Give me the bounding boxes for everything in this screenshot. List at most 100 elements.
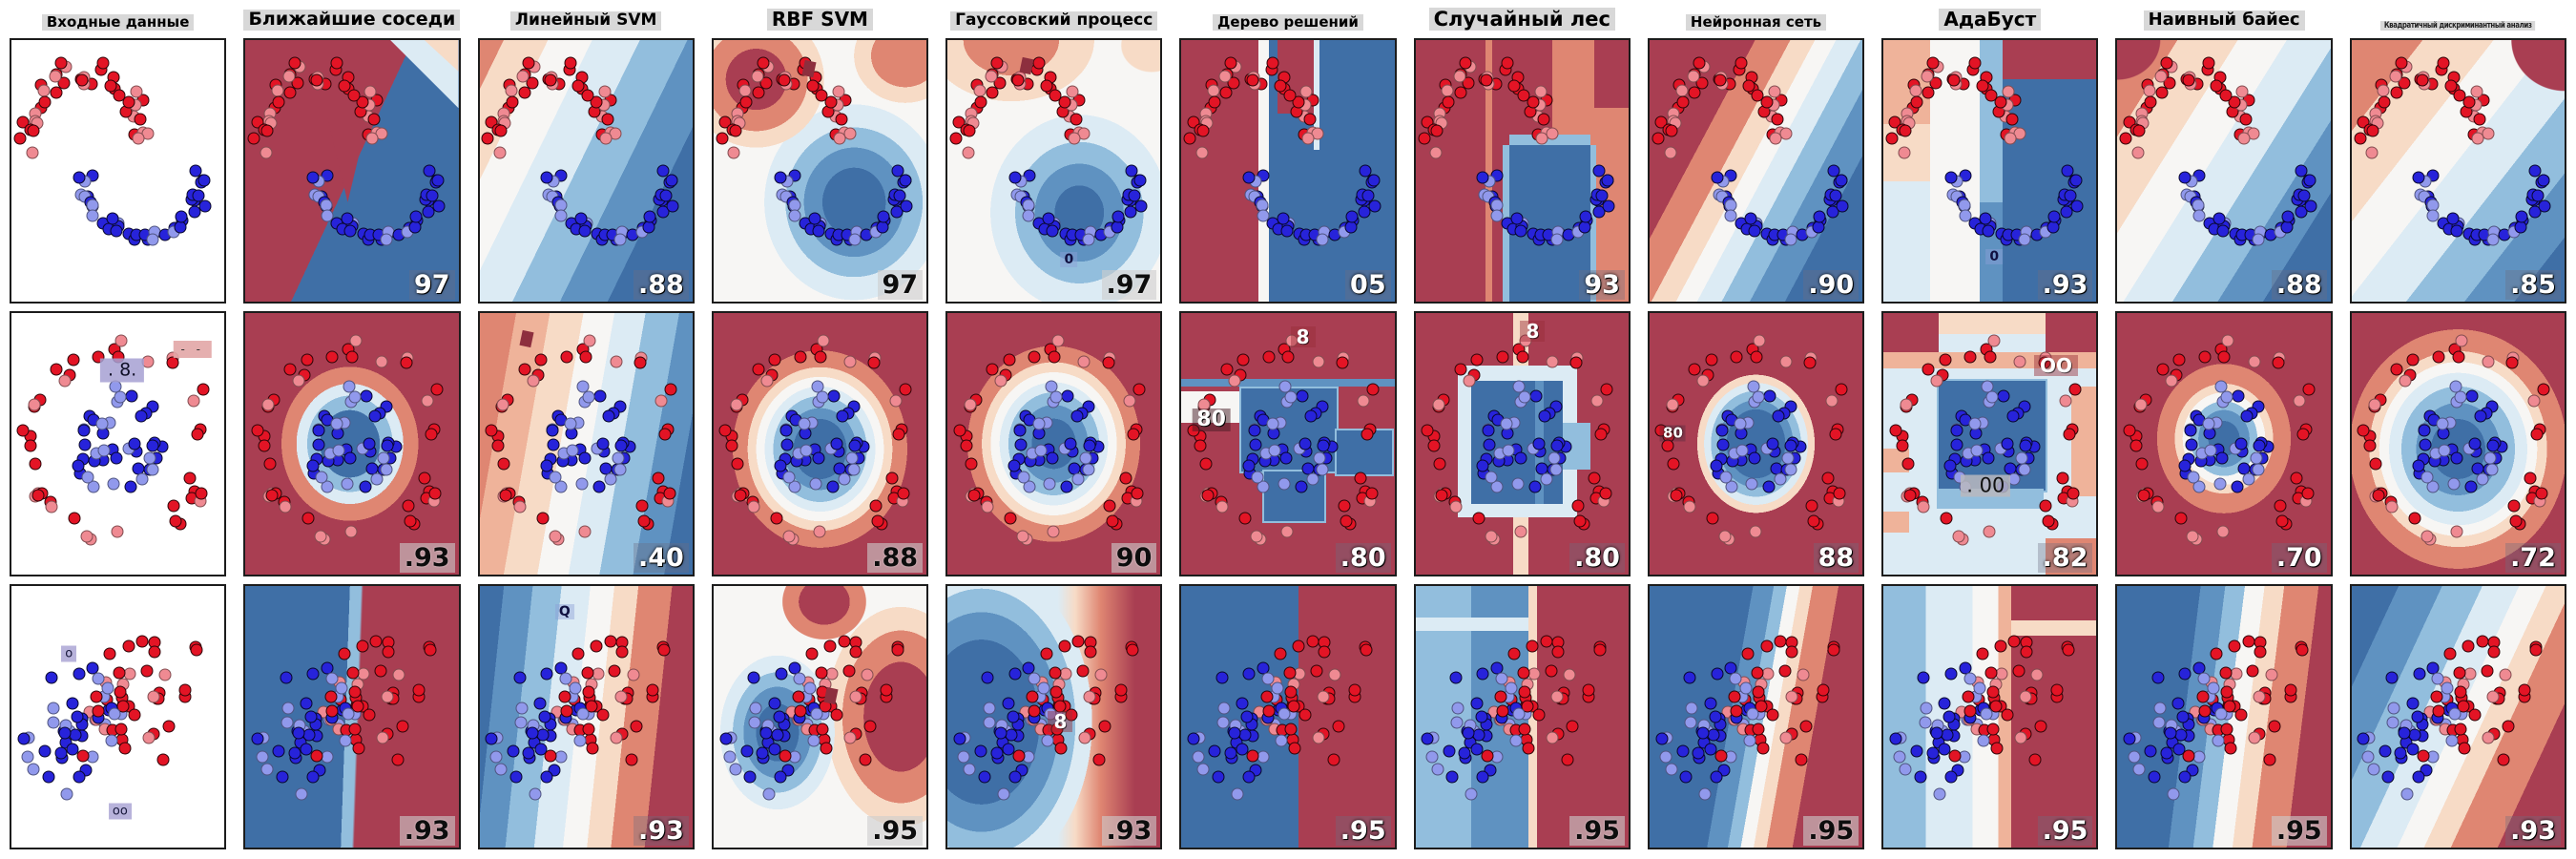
data-point-blue — [2153, 702, 2167, 715]
data-point-blue — [95, 417, 109, 430]
data-point-blue — [1238, 728, 1252, 742]
data-point-red — [1274, 79, 1287, 93]
data-point-red — [1514, 525, 1527, 538]
data-point-blue — [2412, 459, 2425, 472]
data-point-blue — [1752, 390, 1765, 404]
data-point-red — [2234, 708, 2248, 722]
data-point-blue — [295, 787, 308, 801]
data-point-blue — [1316, 233, 1329, 246]
data-point-blue — [1766, 437, 1779, 450]
data-point-blue — [1483, 438, 1496, 451]
data-point-red — [1433, 457, 1446, 471]
data-point-blue — [1236, 697, 1249, 710]
data-point-red — [1284, 685, 1298, 699]
data-point-blue — [974, 744, 987, 758]
panel-linearly-separable-rbf: .95 — [711, 584, 929, 849]
data-point-blue — [816, 390, 829, 404]
data-point-blue — [92, 672, 105, 685]
data-point-blue — [135, 409, 147, 423]
data-point-red — [190, 643, 203, 657]
data-point-blue — [2357, 732, 2370, 745]
data-point-blue — [729, 763, 742, 776]
render-artifact: 8 — [1520, 321, 1546, 343]
data-point-red — [1829, 428, 1842, 441]
data-point-red — [897, 487, 910, 500]
data-point-blue — [1514, 451, 1527, 465]
data-point-blue — [1665, 763, 1678, 776]
data-point-red — [2497, 753, 2510, 766]
data-point-red — [1312, 731, 1325, 744]
data-point-blue — [1538, 409, 1551, 423]
data-point-red — [1357, 394, 1370, 408]
panel-circles-rbf: .88 — [711, 311, 929, 576]
data-point-blue — [756, 746, 769, 760]
data-point-blue — [45, 671, 58, 684]
data-point-red — [1281, 350, 1295, 364]
data-point-blue — [73, 770, 86, 784]
data-point-blue — [2212, 212, 2226, 225]
data-point-blue — [2064, 189, 2077, 202]
data-point-red — [2220, 685, 2233, 699]
data-point-blue — [101, 681, 114, 695]
render-artifact: 0 — [1060, 252, 1078, 268]
data-point-blue — [1060, 480, 1073, 493]
data-point-red — [973, 84, 987, 97]
data-point-blue — [1128, 189, 1141, 202]
data-point-red — [1004, 512, 1017, 525]
data-point-blue — [306, 667, 320, 681]
data-point-red — [820, 742, 833, 755]
data-point-blue — [1013, 424, 1027, 437]
data-point-red — [718, 424, 732, 437]
data-point-blue — [2303, 174, 2316, 187]
score-label: 05 — [1345, 269, 1391, 300]
data-point-blue — [596, 437, 610, 450]
data-point-blue — [1071, 472, 1085, 486]
data-point-blue — [953, 732, 966, 745]
data-point-red — [838, 635, 851, 648]
column-title-nb: Наивный байес — [2143, 10, 2305, 31]
data-point-blue — [370, 472, 384, 486]
data-point-red — [251, 424, 264, 437]
data-point-red — [1921, 70, 1934, 83]
data-point-red — [782, 530, 796, 543]
data-point-blue — [1041, 734, 1054, 747]
data-point-red — [2237, 132, 2251, 145]
data-point-red — [130, 85, 143, 98]
data-point-red — [118, 742, 132, 755]
data-point-red — [770, 512, 783, 525]
decision-region — [2011, 619, 2097, 637]
data-point-red — [375, 355, 388, 368]
data-point-red — [752, 86, 765, 99]
data-point-blue — [1278, 707, 1291, 721]
data-point-red — [50, 363, 63, 376]
score-label: 93 — [1579, 269, 1625, 300]
data-point-red — [2302, 383, 2316, 396]
data-point-red — [114, 334, 128, 347]
data-point-blue — [2207, 681, 2220, 695]
data-point-red — [2453, 89, 2466, 102]
data-point-blue — [2151, 671, 2165, 684]
panel-circles-gp: 90 — [945, 311, 1163, 576]
data-point-blue — [1655, 732, 1669, 745]
data-point-blue — [1746, 707, 1759, 721]
data-point-blue — [494, 763, 508, 776]
data-point-blue — [1910, 744, 1923, 758]
data-point-red — [1683, 500, 1696, 513]
data-point-blue — [578, 451, 591, 465]
data-point-red — [1778, 664, 1792, 678]
data-point-red — [135, 635, 149, 648]
data-point-red — [38, 95, 52, 109]
data-point-blue — [2385, 671, 2399, 684]
data-point-red — [1667, 457, 1680, 471]
render-artifact: . 8. — [99, 358, 145, 383]
data-point-red — [283, 86, 297, 99]
data-point-blue — [143, 451, 156, 465]
data-point-red — [310, 749, 323, 763]
data-point-red — [345, 350, 359, 364]
data-point-red — [178, 683, 192, 697]
data-point-blue — [2411, 710, 2424, 723]
data-point-blue — [1298, 437, 1312, 450]
score-label: 88 — [1813, 542, 1859, 573]
data-point-red — [1522, 742, 1535, 755]
data-point-blue — [2387, 702, 2400, 715]
